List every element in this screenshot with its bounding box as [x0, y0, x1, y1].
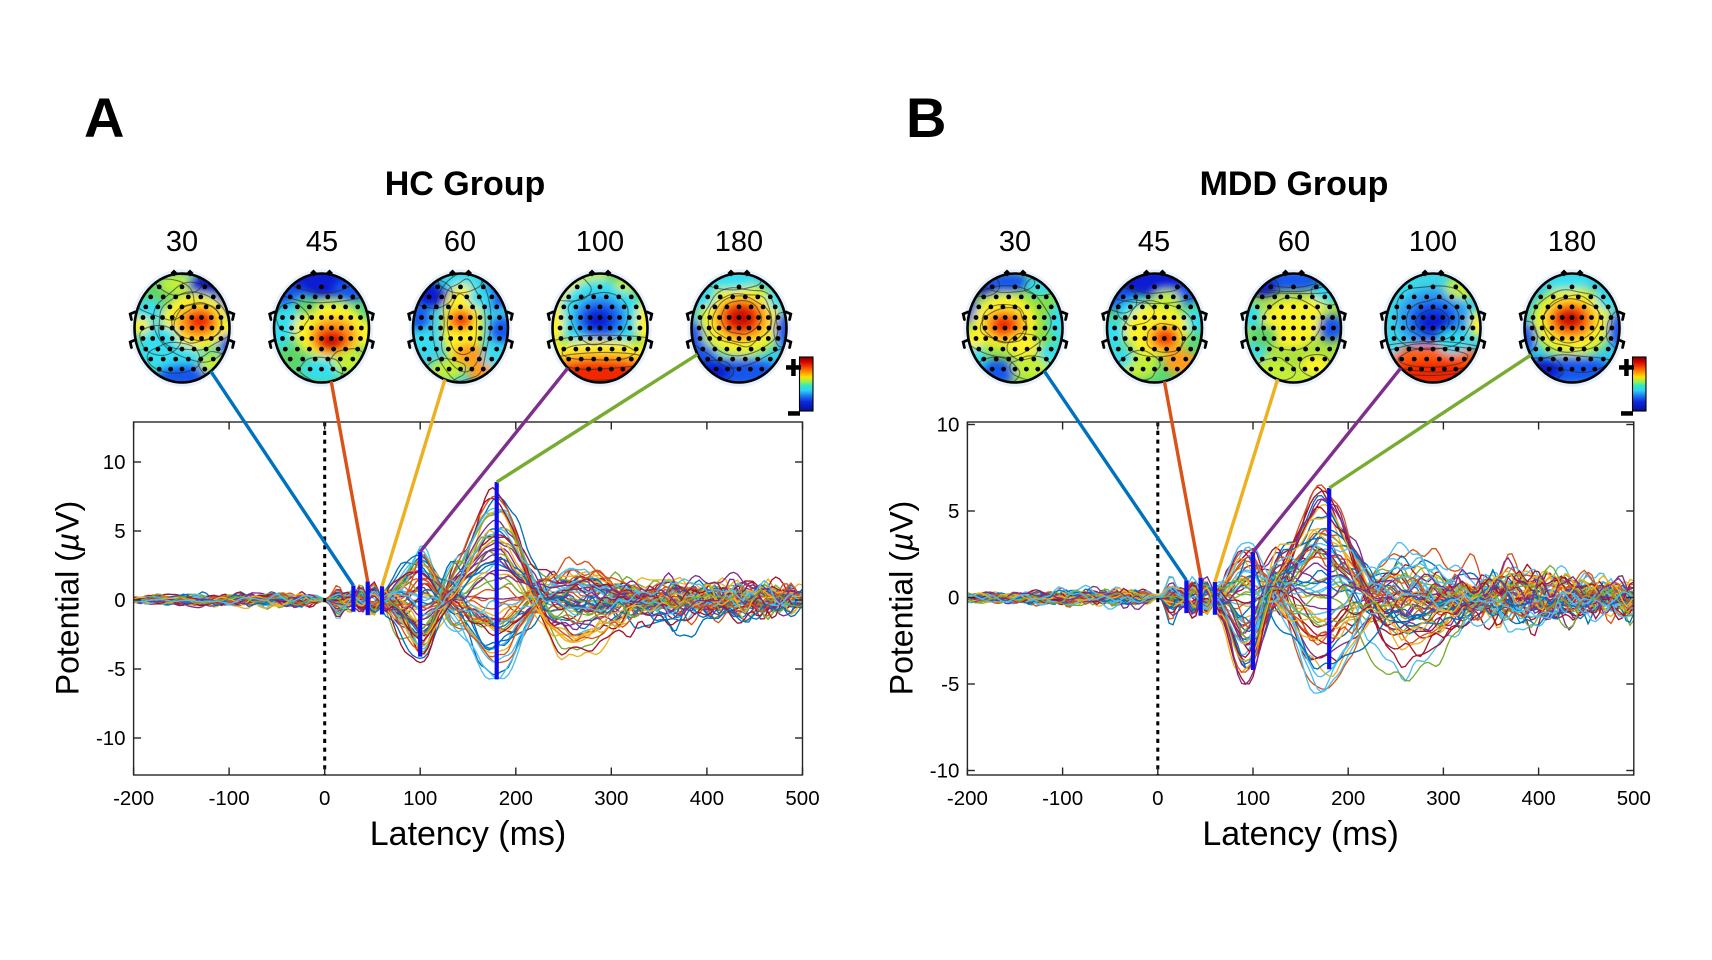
svg-text:100: 100	[403, 787, 437, 810]
svg-text:180: 180	[715, 226, 763, 258]
svg-text:45: 45	[1138, 226, 1170, 258]
svg-text:200: 200	[1331, 787, 1365, 810]
svg-text:30: 30	[166, 226, 198, 258]
svg-text:Potential (µV): Potential (µV)	[883, 501, 919, 696]
svg-text:Potential (µV): Potential (µV)	[50, 501, 86, 696]
svg-text:300: 300	[594, 787, 628, 810]
svg-text:5: 5	[948, 500, 959, 523]
svg-text:5: 5	[114, 520, 125, 543]
svg-text:-200: -200	[113, 787, 154, 810]
svg-text:Latency (ms): Latency (ms)	[370, 815, 567, 853]
svg-text:-5: -5	[107, 658, 125, 681]
svg-text:30: 30	[999, 226, 1031, 258]
svg-text:-10: -10	[930, 760, 960, 783]
svg-text:0: 0	[948, 587, 959, 610]
svg-text:MDD Group: MDD Group	[1200, 165, 1389, 203]
svg-text:Latency (ms): Latency (ms)	[1202, 815, 1399, 853]
svg-text:0: 0	[114, 589, 125, 612]
svg-text:B: B	[906, 86, 946, 149]
svg-text:100: 100	[576, 226, 624, 258]
svg-text:0: 0	[1152, 787, 1163, 810]
svg-text:500: 500	[1617, 787, 1651, 810]
svg-text:400: 400	[1521, 787, 1555, 810]
svg-text:-200: -200	[947, 787, 988, 810]
svg-text:45: 45	[306, 226, 338, 258]
svg-text:100: 100	[1409, 226, 1457, 258]
svg-text:500: 500	[785, 787, 819, 810]
svg-text:-10: -10	[96, 727, 126, 750]
svg-text:100: 100	[1236, 787, 1270, 810]
svg-text:200: 200	[499, 787, 533, 810]
svg-text:180: 180	[1548, 226, 1596, 258]
svg-text:10: 10	[937, 414, 960, 437]
svg-text:HC Group: HC Group	[385, 165, 546, 203]
svg-text:-5: -5	[941, 673, 959, 696]
svg-text:0: 0	[319, 787, 330, 810]
svg-text:-100: -100	[209, 787, 250, 810]
svg-text:A: A	[84, 86, 124, 149]
svg-text:-100: -100	[1042, 787, 1083, 810]
svg-text:60: 60	[444, 226, 476, 258]
svg-text:60: 60	[1278, 226, 1310, 258]
svg-text:400: 400	[690, 787, 724, 810]
svg-text:10: 10	[103, 451, 126, 474]
svg-text:300: 300	[1426, 787, 1460, 810]
